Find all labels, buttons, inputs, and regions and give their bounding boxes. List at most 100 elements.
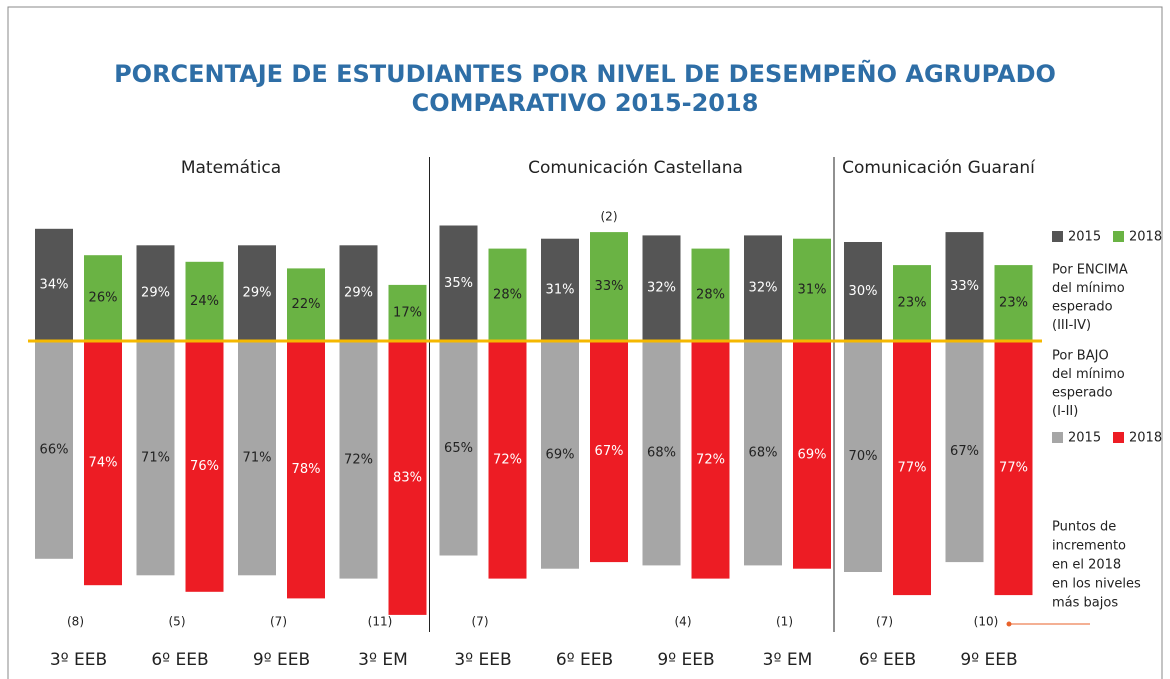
value-label: 67% bbox=[950, 444, 979, 459]
value-label: 66% bbox=[40, 442, 69, 457]
x-tick-label: 6º EEB bbox=[859, 650, 916, 670]
value-label: 22% bbox=[292, 297, 321, 312]
increment-label: (4) bbox=[675, 615, 692, 629]
bar bbox=[136, 245, 175, 341]
value-label: 72% bbox=[344, 452, 373, 467]
bar bbox=[945, 232, 984, 341]
legend-swatch bbox=[1113, 231, 1124, 242]
value-label: 78% bbox=[292, 462, 321, 477]
value-label: 26% bbox=[89, 291, 118, 306]
value-label: 32% bbox=[647, 281, 676, 296]
bar bbox=[590, 341, 628, 563]
bar bbox=[339, 245, 378, 341]
legend-note: del mínimo bbox=[1052, 281, 1125, 296]
legend-swatch bbox=[1113, 432, 1124, 443]
x-tick-label: 3º EEB bbox=[454, 650, 511, 670]
bar bbox=[136, 341, 175, 576]
panel-title: Comunicación Guaraní bbox=[842, 158, 1036, 178]
bar bbox=[35, 341, 73, 559]
bar bbox=[84, 255, 122, 341]
bar bbox=[793, 238, 831, 341]
bar bbox=[642, 341, 681, 566]
panel-title: Matemática bbox=[181, 158, 281, 178]
value-label: 70% bbox=[849, 449, 878, 464]
bar bbox=[84, 341, 122, 586]
x-tick-label: 3º EM bbox=[358, 650, 408, 670]
bar bbox=[893, 341, 931, 596]
x-tick-label: 3º EM bbox=[763, 650, 813, 670]
x-tick-label: 3º EEB bbox=[50, 650, 107, 670]
value-label: 28% bbox=[493, 287, 522, 302]
legend-swatch bbox=[1052, 432, 1063, 443]
value-label: 29% bbox=[344, 286, 373, 301]
bar bbox=[488, 248, 527, 341]
increment-label: (7) bbox=[876, 615, 893, 629]
bar bbox=[744, 235, 782, 341]
bar bbox=[691, 341, 730, 579]
legend-note: incremento bbox=[1052, 539, 1126, 554]
bar bbox=[185, 261, 224, 341]
value-label: 24% bbox=[190, 294, 219, 309]
legend-label: 2015 bbox=[1068, 230, 1101, 245]
value-label: 29% bbox=[141, 286, 170, 301]
value-label: 76% bbox=[190, 459, 219, 474]
legend-note: en los niveles bbox=[1052, 577, 1141, 592]
bar bbox=[945, 341, 984, 563]
bar bbox=[893, 265, 931, 341]
value-label: 68% bbox=[749, 446, 778, 461]
legend-note: (III-IV) bbox=[1052, 318, 1091, 333]
value-label: 72% bbox=[696, 452, 725, 467]
legend-note: (I-II) bbox=[1052, 404, 1078, 419]
value-label: 31% bbox=[546, 282, 575, 297]
increment-label: (8) bbox=[67, 615, 84, 629]
value-label: 34% bbox=[40, 277, 69, 292]
bar bbox=[541, 341, 579, 569]
legend-note: Por ENCIMA bbox=[1052, 263, 1128, 278]
value-label: 77% bbox=[898, 461, 927, 476]
legend-note: en el 2018 bbox=[1052, 558, 1121, 573]
increment-label: (2) bbox=[601, 210, 618, 224]
value-label: 29% bbox=[243, 286, 272, 301]
chart-title: COMPARATIVO 2015-2018 bbox=[412, 89, 759, 117]
bar bbox=[793, 341, 831, 569]
bar bbox=[439, 341, 478, 556]
bar bbox=[388, 341, 427, 615]
value-label: 74% bbox=[89, 456, 118, 471]
value-label: 23% bbox=[999, 296, 1028, 311]
bar bbox=[439, 225, 478, 341]
legend-note: del mínimo bbox=[1052, 367, 1125, 382]
frame bbox=[7, 6, 1163, 679]
chart-title: PORCENTAJE DE ESTUDIANTES POR NIVEL DE D… bbox=[114, 59, 1056, 88]
bar bbox=[287, 268, 325, 341]
value-label: 69% bbox=[798, 447, 827, 462]
bar bbox=[488, 341, 527, 579]
value-label: 71% bbox=[141, 451, 170, 466]
legend-label: 2018 bbox=[1129, 431, 1162, 446]
legend-label: 2018 bbox=[1129, 230, 1162, 245]
value-label: 32% bbox=[749, 281, 778, 296]
legend-note: esperado bbox=[1052, 300, 1113, 315]
value-label: 83% bbox=[393, 470, 422, 485]
legend-label: 2015 bbox=[1068, 431, 1101, 446]
value-label: 35% bbox=[444, 276, 473, 291]
bar bbox=[185, 341, 224, 592]
x-tick-label: 6º EEB bbox=[151, 650, 208, 670]
legend-note: Puntos de bbox=[1052, 520, 1116, 535]
increment-label: (10) bbox=[974, 615, 999, 629]
increment-label: (1) bbox=[776, 615, 793, 629]
bar bbox=[994, 341, 1033, 596]
bar bbox=[238, 245, 276, 341]
value-label: 68% bbox=[647, 446, 676, 461]
x-tick-label: 9º EEB bbox=[253, 650, 310, 670]
value-label: 33% bbox=[950, 279, 979, 294]
value-label: 71% bbox=[243, 451, 272, 466]
bar bbox=[238, 341, 276, 576]
value-label: 30% bbox=[849, 284, 878, 299]
value-label: 69% bbox=[546, 447, 575, 462]
increment-label: (7) bbox=[472, 615, 489, 629]
value-label: 17% bbox=[393, 305, 422, 320]
value-label: 65% bbox=[444, 441, 473, 456]
legend-swatch bbox=[1052, 231, 1063, 242]
increment-label: (5) bbox=[169, 615, 186, 629]
